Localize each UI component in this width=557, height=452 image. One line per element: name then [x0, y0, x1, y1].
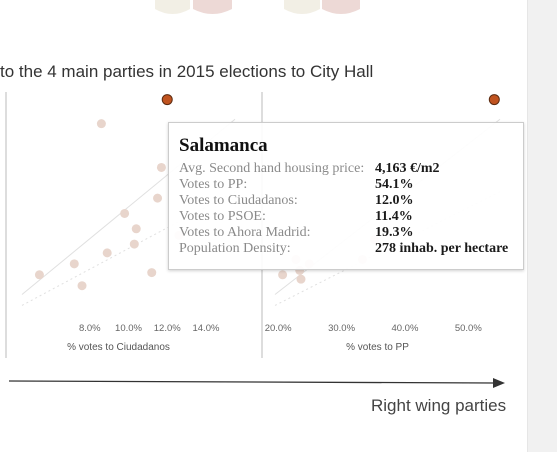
tooltip-row-votes-pp: Votes to PP: 54.1%	[179, 177, 414, 193]
arrow-head	[493, 378, 505, 388]
legend-figures	[155, 0, 360, 14]
figure-icon	[322, 0, 360, 14]
highlighted-point	[161, 94, 173, 106]
data-point	[156, 162, 166, 172]
data-point	[34, 270, 44, 280]
tooltip-label: Votes to Ciudadanos:	[179, 193, 298, 208]
tooltip-label: Votes to Ahora Madrid:	[179, 225, 311, 240]
tooltip-row-population-density: Population Density: 278 inhab. per hectar…	[179, 241, 508, 257]
x-tick-label: 12.0%	[154, 323, 181, 334]
data-point	[296, 274, 306, 284]
figure-icon	[193, 0, 232, 14]
x-tick-label: 30.0%	[328, 323, 355, 334]
data-point	[147, 268, 157, 278]
figure-icon	[155, 0, 190, 14]
x-axis-label: % votes to PP	[346, 342, 409, 353]
data-point	[102, 248, 112, 258]
data-point	[131, 224, 141, 234]
tooltip-row-housing-price: Avg. Second hand housing price: 4,163 €/m…	[179, 161, 440, 177]
tooltip-value: 54.1%	[375, 177, 414, 192]
x-tick-label: 8.0%	[79, 323, 101, 334]
tooltip-value: 4,163 €/m2	[375, 161, 440, 176]
tooltip-value: 12.0%	[375, 193, 414, 208]
x-axis-label: % votes to Ciudadanos	[67, 342, 170, 353]
tooltip-row-votes-ahora-madrid: Votes to Ahora Madrid: 19.3%	[179, 225, 414, 241]
tooltip-label: Votes to PP:	[179, 177, 248, 192]
arrow-line	[8, 380, 495, 384]
data-point	[129, 239, 139, 249]
x-tick-label: 40.0%	[391, 323, 418, 334]
arrow-label: Right wing parties	[371, 396, 507, 415]
tooltip-label: Population Density:	[179, 241, 291, 256]
tooltip-title: Salamanca	[179, 135, 268, 156]
figure-icon	[284, 0, 320, 14]
data-point	[69, 259, 79, 269]
x-tick-label: 20.0%	[265, 323, 292, 334]
data-point	[96, 119, 106, 129]
data-point	[77, 281, 87, 291]
highlighted-point	[488, 94, 500, 106]
vertical-scrollbar[interactable]	[527, 0, 557, 452]
data-point	[278, 270, 288, 280]
tooltip-salamanca: Salamanca Avg. Second hand housing price…	[168, 122, 524, 270]
tooltip-label: Avg. Second hand housing price:	[179, 161, 365, 176]
data-point	[153, 193, 163, 203]
tooltip-row-votes-ciudadanos: Votes to Ciudadanos: 12.0%	[179, 193, 414, 209]
x-tick-label: 10.0%	[115, 323, 142, 334]
tooltip-row-votes-psoe: Votes to PSOE: 11.4%	[179, 209, 413, 225]
chart-title: to the 4 main parties in 2015 elections …	[0, 62, 374, 81]
x-tick-label: 50.0%	[455, 323, 482, 334]
tooltip-label: Votes to PSOE:	[179, 209, 266, 224]
tooltip-value: 19.3%	[375, 225, 414, 240]
tooltip-value: 278 inhab. per hectare	[375, 241, 509, 256]
tooltip-value: 11.4%	[375, 209, 413, 224]
data-point	[120, 208, 130, 218]
x-tick-label: 14.0%	[192, 323, 219, 334]
